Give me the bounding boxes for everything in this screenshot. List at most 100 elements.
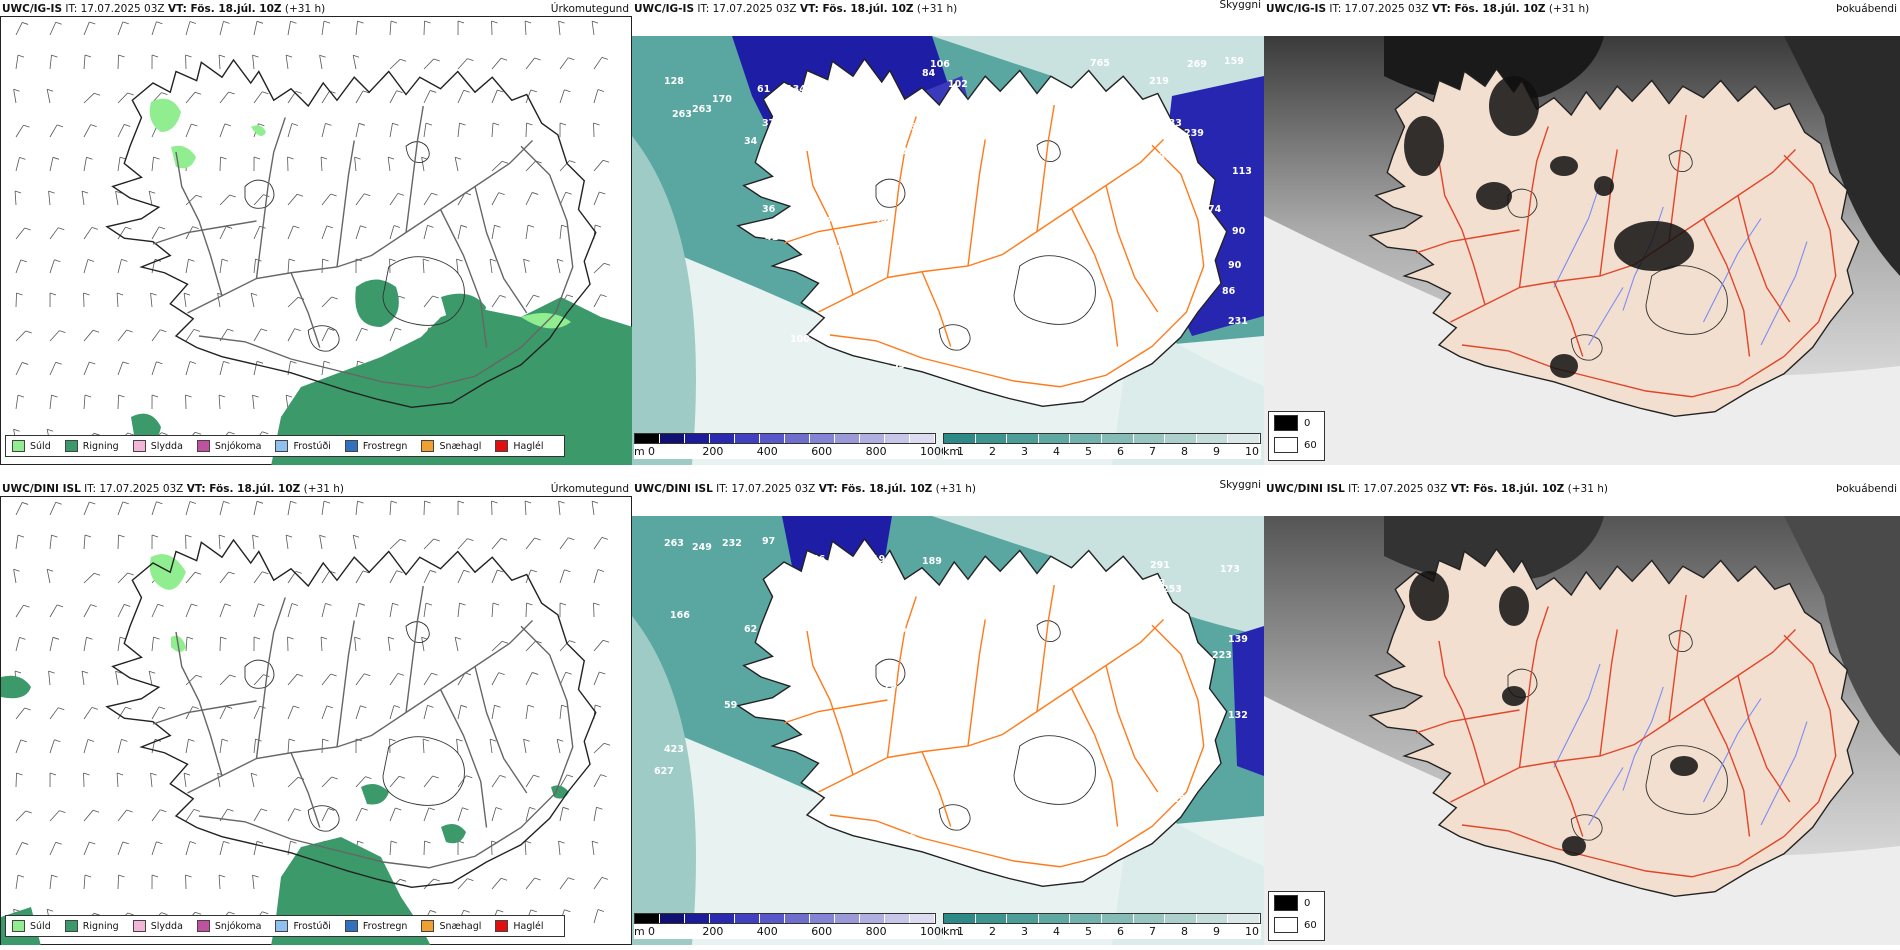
cloud-map[interactable] [1264, 36, 1900, 465]
visibility-value: 423 [664, 744, 684, 755]
colorbar-strip [634, 913, 936, 924]
visibility-value: 38 [806, 682, 820, 693]
colorbar-tick: 4 [1053, 925, 1060, 938]
visibility-value: 37 [762, 118, 776, 129]
precip-map-canvas [1, 500, 611, 945]
visibility-value: 173 [1220, 564, 1240, 575]
legend-label: Frostregn [362, 440, 408, 452]
colorbar-tick: 7 [1149, 445, 1156, 458]
colorbar-bin [735, 914, 760, 923]
visibility-value: 627 [654, 766, 674, 777]
legend-label: Haglél [513, 440, 544, 452]
legend-item: Frostúði [275, 920, 331, 932]
valid-time: VT: Fös. 18.júl. 10Z [1450, 483, 1565, 495]
colorbar-bin [1101, 434, 1134, 443]
visibility-value: 50 [896, 210, 910, 221]
colorbar-tick: 1000 [920, 925, 948, 938]
legend-swatch [196, 920, 210, 932]
colorbar-tick: 600 [811, 925, 833, 938]
legend-label: 0 [1304, 417, 1311, 429]
legend-swatch [12, 440, 25, 452]
colorbar-labels: km 1 2 3 4 5 6 7 8 9 10 [943, 445, 1261, 459]
colorbar-unit: km [943, 445, 961, 458]
colorbar-bin [944, 434, 976, 443]
cloud-legend: 0 60 [1268, 411, 1325, 461]
visibility-value: 232 [722, 538, 742, 549]
colorbar-tick: 3 [1021, 925, 1028, 938]
visibility-map[interactable] [632, 36, 1264, 465]
visibility-value: 79 [1202, 252, 1216, 263]
visibility-value: 34 [1152, 760, 1166, 771]
colorbar-bin [635, 434, 660, 443]
colorbar-bin [1196, 434, 1229, 443]
colorbar-bin [710, 914, 735, 923]
init-time: IT: 17.07.2025 03Z [716, 483, 816, 495]
legend-label: Snjókoma [214, 920, 262, 932]
legend-item: Snæhagl [421, 440, 481, 452]
legend-item: Haglél [495, 440, 544, 452]
iceland-outline [105, 58, 597, 409]
lead-time: (+31 h) [1567, 483, 1608, 495]
visibility-value: 765 [1090, 58, 1110, 69]
colorbar-bin [710, 434, 735, 443]
legend-swatch [64, 440, 78, 452]
legend-label: Snæhagl [439, 440, 482, 452]
colorbar-bin [835, 434, 860, 443]
precip-map[interactable] [0, 16, 632, 465]
visibility-value: 233 [1162, 118, 1182, 129]
visibility-value: 187 [878, 604, 898, 615]
visibility-m-colorbar: m 0 200 400 600 800 1000 [634, 913, 948, 939]
visibility-value: 34 [744, 136, 758, 147]
init-time: IT: 17.07.2025 03Z [697, 3, 797, 15]
legend-label: Súld [30, 440, 51, 452]
legend-swatch [495, 920, 509, 932]
colorbar-tick: 400 [756, 445, 778, 458]
legend-label: Frostregn [362, 920, 408, 932]
init-time: IT: 17.07.2025 03Z [1329, 3, 1429, 15]
visibility-panel-top: UWC/IG-IS IT: 17.07.2025 03Z VT: Fös. 18… [632, 0, 1264, 465]
colorbar-bin [885, 434, 910, 443]
model-name: UWC/IG-IS [634, 3, 695, 15]
colorbar-tick: 1 [957, 925, 964, 938]
colorbar-bin [685, 914, 710, 923]
colorbar-labels: km 1 2 3 4 5 6 7 8 9 10 [943, 925, 1261, 939]
visibility-value: 41 [768, 644, 782, 655]
visibility-value: 66 [866, 108, 880, 119]
precip-map[interactable] [0, 496, 632, 945]
visibility-value: 166 [670, 610, 690, 621]
visibility-map[interactable] [632, 516, 1264, 945]
colorbar-bin [810, 914, 835, 923]
visibility-value: 223 [1212, 650, 1232, 661]
legend-item: 60 [1269, 434, 1324, 456]
legend-label: 60 [1304, 919, 1317, 931]
legend-label: 0 [1304, 897, 1311, 909]
colorbar-labels: m 0 200 400 600 800 1000 [634, 445, 948, 459]
visibility-value: 159 [1224, 56, 1244, 67]
colorbar-tick: 2 [989, 445, 996, 458]
visibility-value: 44 [834, 244, 848, 255]
precip-panel-top: UWC/IG-IS IT: 17.07.2025 03Z VT: Fös. 18… [0, 0, 632, 465]
panel-header: UWC/DINI ISL IT: 17.07.2025 03Z VT: Fös.… [1264, 480, 1900, 498]
colorbar-tick: 4 [1053, 445, 1060, 458]
legend-item: Snæhagl [421, 920, 481, 932]
valid-time: VT: Fös. 18.júl. 10Z [167, 3, 282, 15]
visibility-value: 64 [902, 224, 916, 235]
model-name: UWC/IG-IS [1266, 3, 1327, 15]
valid-time: VT: Fös. 18.júl. 10Z [1431, 3, 1546, 15]
visibility-km-colorbar: km 1 2 3 4 5 6 7 8 9 10 [943, 433, 1261, 459]
cloud-panel-bottom: UWC/DINI ISL IT: 17.07.2025 03Z VT: Fös.… [1264, 480, 1900, 945]
cloud-map[interactable] [1264, 516, 1900, 945]
legend-item: Súld [12, 920, 51, 932]
visibility-value: 46 [812, 554, 826, 565]
colorbar-bin [810, 434, 835, 443]
colorbar-strip [634, 433, 936, 444]
legend-swatch [344, 440, 358, 452]
panel-header: UWC/IG-IS IT: 17.07.2025 03Z VT: Fös. 18… [0, 0, 632, 18]
legend-swatch [344, 920, 358, 932]
colorbar-tick: 8 [1181, 445, 1188, 458]
panel-title: Úrkomutegund [550, 3, 629, 15]
colorbar-tick: 5 [1085, 445, 1092, 458]
visibility-value: 263 [664, 538, 684, 549]
fog-patches [1404, 76, 1694, 378]
colorbar-tick: 10 [1245, 925, 1259, 938]
